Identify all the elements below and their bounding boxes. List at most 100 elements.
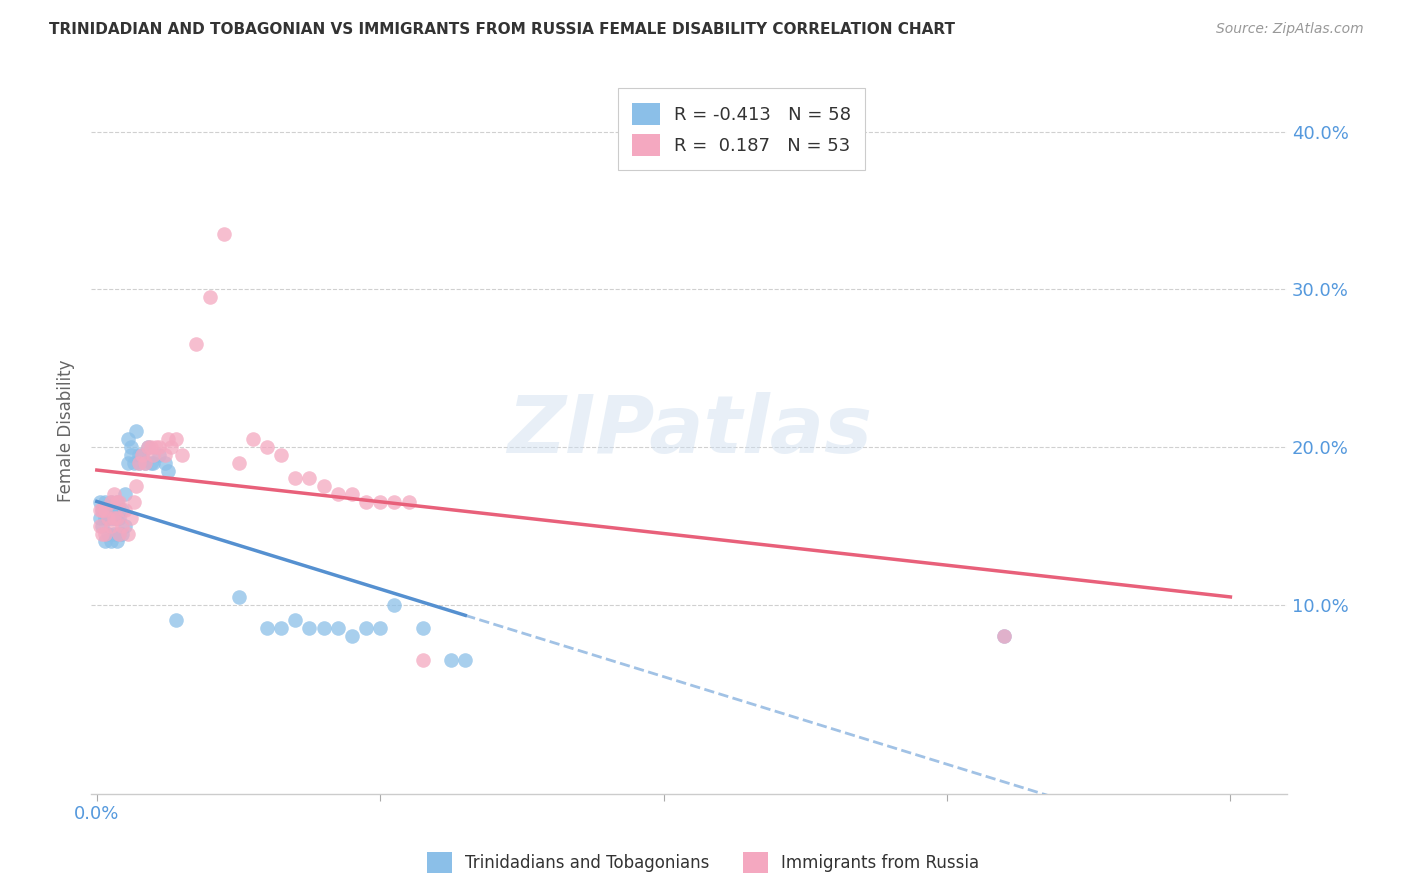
Point [97,503,120,517]
Point [326,487,349,501]
Point [122,495,145,509]
Point [256,621,278,635]
Point [89,503,111,517]
Point [108,510,131,524]
Point [94,495,117,509]
Point [284,613,307,627]
Point [97,510,120,524]
Point [97,510,120,524]
Point [103,526,125,541]
Point [111,526,134,541]
Point [89,510,111,524]
Point [105,495,128,509]
Point [89,518,111,533]
Point [326,621,349,635]
Point [134,456,156,470]
Point [340,629,363,643]
Point [270,621,292,635]
Point [156,432,179,446]
Point [454,653,477,667]
Point [165,432,187,446]
Point [131,448,153,462]
Legend: Trinidadians and Tobagonians, Immigrants from Russia: Trinidadians and Tobagonians, Immigrants… [420,846,986,880]
Text: TRINIDADIAN AND TOBAGONIAN VS IMMIGRANTS FROM RUSSIA FEMALE DISABILITY CORRELATI: TRINIDADIAN AND TOBAGONIAN VS IMMIGRANTS… [49,22,955,37]
Point [94,510,117,524]
Point [100,534,122,549]
Point [228,590,250,604]
Point [122,456,145,470]
Point [114,518,136,533]
Point [142,448,165,462]
Point [153,456,176,470]
Point [100,510,122,524]
Point [412,653,434,667]
Point [440,653,463,667]
Point [139,440,162,454]
Point [100,495,122,509]
Point [111,518,134,533]
Point [117,432,139,446]
Point [142,456,165,470]
Point [100,495,122,509]
Point [270,448,292,462]
Point [340,487,363,501]
Point [368,621,391,635]
Point [120,448,142,462]
Point [108,526,131,541]
Point [94,526,117,541]
Point [105,510,128,524]
Point [312,479,335,493]
Point [384,598,406,612]
Point [91,526,114,541]
Point [125,479,148,493]
Point [148,448,170,462]
Point [105,510,128,524]
Point [94,534,117,549]
Point [993,629,1015,643]
Point [105,534,128,549]
Point [159,440,181,454]
Point [134,456,156,470]
Point [128,456,150,470]
Point [128,456,150,470]
Point [384,495,406,509]
Point [242,432,264,446]
Point [114,487,136,501]
Point [103,510,125,524]
Legend: R = -0.413   N = 58, R =  0.187   N = 53: R = -0.413 N = 58, R = 0.187 N = 53 [619,88,866,170]
Point [184,337,207,351]
Point [103,487,125,501]
Point [139,456,162,470]
Point [91,503,114,517]
Point [153,448,176,462]
Point [993,629,1015,643]
Point [108,503,131,517]
Point [128,448,150,462]
Point [298,471,321,485]
Text: ZIPatlas: ZIPatlas [506,392,872,470]
Point [114,503,136,517]
Point [103,503,125,517]
Point [120,510,142,524]
Point [136,440,159,454]
Point [111,503,134,517]
Point [145,440,167,454]
Point [125,424,148,438]
Point [398,495,420,509]
Point [284,471,307,485]
Point [105,495,128,509]
Point [354,621,377,635]
Point [136,440,159,454]
Point [91,518,114,533]
Point [117,526,139,541]
Point [94,503,117,517]
Point [368,495,391,509]
Point [198,290,221,304]
Text: Source: ZipAtlas.com: Source: ZipAtlas.com [1216,22,1364,37]
Point [108,526,131,541]
Y-axis label: Female Disability: Female Disability [58,359,75,502]
Point [312,621,335,635]
Point [120,440,142,454]
Point [354,495,377,509]
Point [412,621,434,635]
